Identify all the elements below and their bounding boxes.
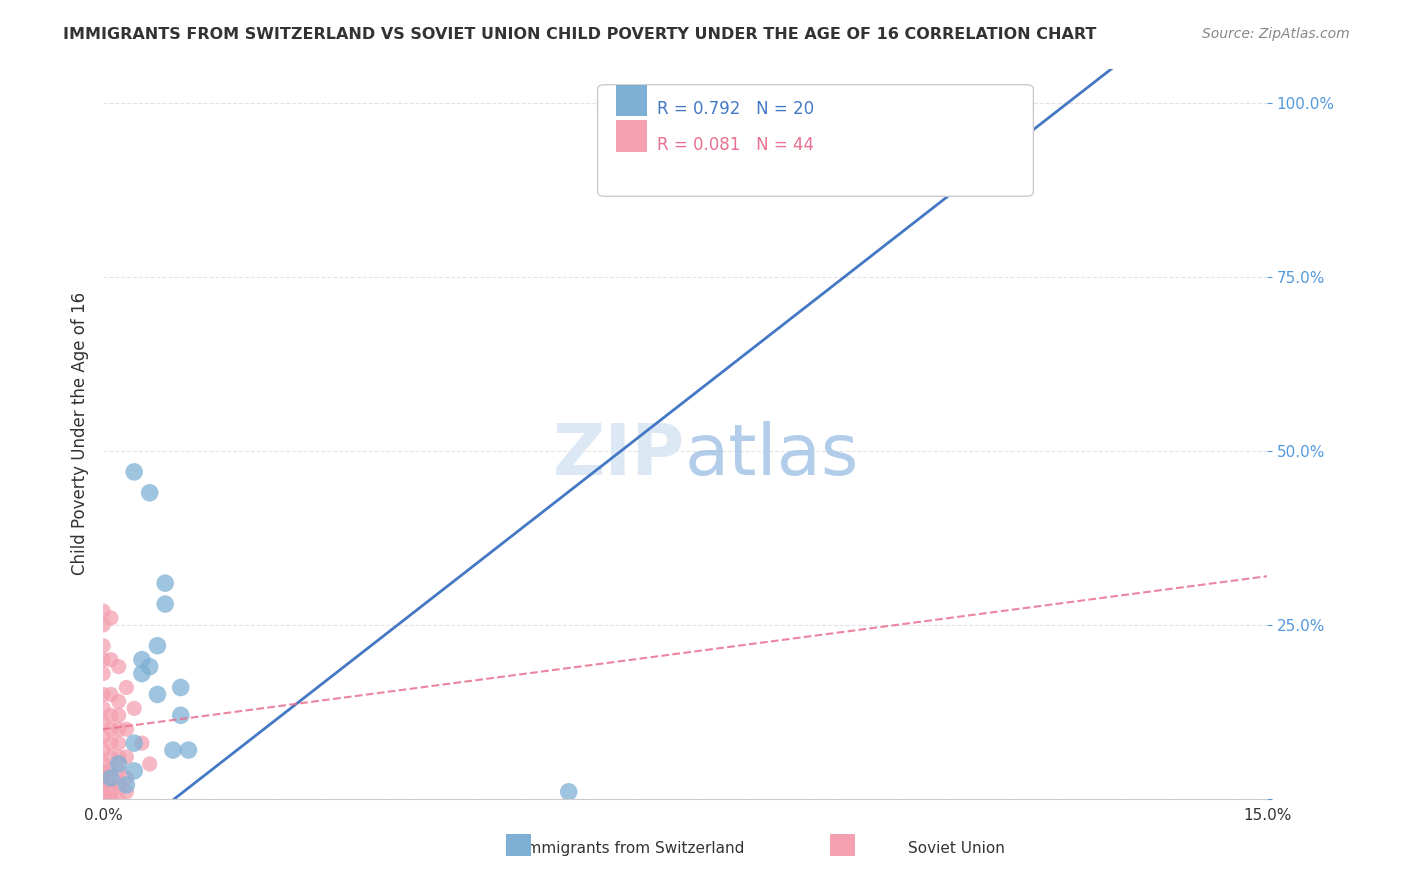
Point bbox=[91, 791, 114, 805]
Point bbox=[107, 756, 129, 771]
Point bbox=[122, 764, 145, 778]
Point bbox=[91, 639, 114, 653]
Point bbox=[107, 778, 129, 792]
Point bbox=[100, 611, 122, 625]
Point bbox=[91, 653, 114, 667]
Y-axis label: Child Poverty Under the Age of 16: Child Poverty Under the Age of 16 bbox=[72, 292, 89, 575]
Point bbox=[91, 729, 114, 743]
Point bbox=[115, 681, 138, 695]
Point bbox=[122, 736, 145, 750]
Text: atlas: atlas bbox=[685, 421, 859, 490]
Point bbox=[107, 764, 129, 778]
Point bbox=[100, 785, 122, 799]
Point bbox=[91, 604, 114, 618]
Point bbox=[115, 785, 138, 799]
Point bbox=[122, 701, 145, 715]
Point bbox=[91, 688, 114, 702]
Point bbox=[115, 778, 138, 792]
Point bbox=[138, 756, 160, 771]
Point bbox=[91, 764, 114, 778]
Point bbox=[91, 743, 114, 757]
Point bbox=[100, 723, 122, 737]
Point bbox=[91, 785, 114, 799]
Point bbox=[100, 688, 122, 702]
Point bbox=[131, 736, 153, 750]
Point bbox=[162, 743, 184, 757]
Point bbox=[122, 465, 145, 479]
Point bbox=[107, 736, 129, 750]
Point bbox=[107, 694, 129, 708]
Point bbox=[91, 778, 114, 792]
Point bbox=[91, 618, 114, 632]
Point bbox=[91, 771, 114, 785]
Point bbox=[107, 791, 129, 805]
Point bbox=[107, 708, 129, 723]
Point bbox=[100, 708, 122, 723]
Point bbox=[138, 659, 160, 673]
Point bbox=[146, 688, 169, 702]
Point bbox=[100, 764, 122, 778]
Text: IMMIGRANTS FROM SWITZERLAND VS SOVIET UNION CHILD POVERTY UNDER THE AGE OF 16 CO: IMMIGRANTS FROM SWITZERLAND VS SOVIET UN… bbox=[63, 27, 1097, 42]
Point bbox=[100, 750, 122, 764]
Point bbox=[170, 708, 193, 723]
Point bbox=[131, 666, 153, 681]
Text: R = 0.081   N = 44: R = 0.081 N = 44 bbox=[657, 136, 814, 153]
Point bbox=[107, 750, 129, 764]
Point bbox=[107, 659, 129, 673]
Point bbox=[153, 597, 176, 611]
Point bbox=[107, 723, 129, 737]
Text: Soviet Union: Soviet Union bbox=[908, 841, 1004, 856]
Point bbox=[177, 743, 200, 757]
Point bbox=[100, 778, 122, 792]
Point bbox=[146, 639, 169, 653]
Text: Source: ZipAtlas.com: Source: ZipAtlas.com bbox=[1202, 27, 1350, 41]
Point bbox=[138, 485, 160, 500]
Text: ZIP: ZIP bbox=[553, 421, 685, 490]
Point bbox=[91, 756, 114, 771]
Point bbox=[91, 701, 114, 715]
Text: Immigrants from Switzerland: Immigrants from Switzerland bbox=[522, 841, 744, 856]
Text: R = 0.792   N = 20: R = 0.792 N = 20 bbox=[657, 100, 814, 118]
Point bbox=[170, 681, 193, 695]
Point bbox=[100, 771, 122, 785]
Point bbox=[100, 791, 122, 805]
Point bbox=[91, 715, 114, 730]
Point bbox=[115, 771, 138, 785]
Point bbox=[115, 750, 138, 764]
Point bbox=[91, 666, 114, 681]
Point bbox=[100, 653, 122, 667]
Point bbox=[131, 653, 153, 667]
Point bbox=[945, 96, 967, 111]
Point bbox=[115, 723, 138, 737]
Point bbox=[100, 736, 122, 750]
Point bbox=[153, 576, 176, 591]
Point bbox=[557, 785, 579, 799]
